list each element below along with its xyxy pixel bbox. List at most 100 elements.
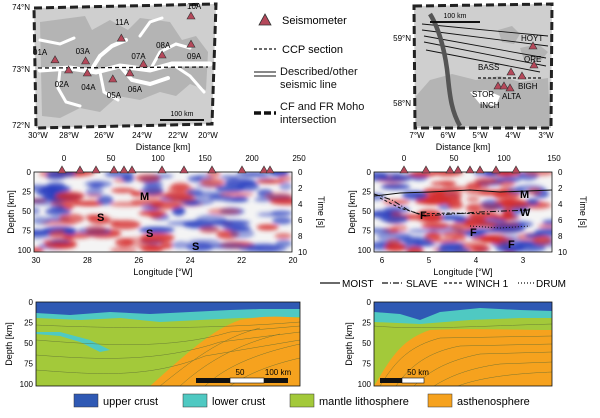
legend-upper-crust-label: upper crust xyxy=(103,396,158,408)
section-left-blob-49 xyxy=(212,242,245,250)
legend-bottom: upper crust lower crust mantle lithosphe… xyxy=(73,393,530,408)
section-right-stations xyxy=(399,165,521,174)
model-right-depth-tick-3: 75 xyxy=(362,360,371,369)
section-left-blob-108 xyxy=(150,200,181,210)
section-left-blob-114 xyxy=(170,182,190,191)
legend-mantle-swatch xyxy=(289,393,315,408)
model-left-depth-tick-2: 50 xyxy=(24,339,33,348)
section-left-blob-92 xyxy=(238,244,263,252)
section-left-blob-132 xyxy=(207,208,241,215)
section-right-blob-66 xyxy=(491,177,521,183)
section-left-blob-129 xyxy=(84,180,113,188)
legend-described-box: Described/other seismic line xyxy=(280,66,358,91)
section-right-blob-132 xyxy=(435,190,463,200)
section-left-blob-107 xyxy=(166,220,201,226)
legend-moist-label: MOIST xyxy=(342,279,374,290)
section-left-station-8 xyxy=(207,165,217,174)
station-09a-icon xyxy=(186,39,196,48)
station-07a-label: 07A xyxy=(131,52,146,61)
model-left-frame xyxy=(35,301,301,387)
section-left-station-1 xyxy=(75,165,85,174)
section-left-blob-133 xyxy=(44,242,77,249)
section-left-lon-tick-4: 22 xyxy=(237,256,246,265)
section-right-blob-130 xyxy=(447,201,464,210)
section-left-blob-137 xyxy=(230,228,255,239)
map-right-firth xyxy=(470,90,500,106)
section-right-blob-139 xyxy=(374,211,391,218)
section-left-time-tick-0: 0 xyxy=(298,168,303,177)
legend-lower-crust-swatch xyxy=(182,393,208,408)
section-left-distance-tick-2: 100 xyxy=(151,154,165,163)
model-left-scale-black-2 xyxy=(264,378,288,383)
section-left-blob-93 xyxy=(257,212,281,217)
lat-label-73: 73°N xyxy=(12,65,30,74)
section-left-distance-tick-4: 200 xyxy=(245,154,259,163)
section-right-blob-142 xyxy=(374,228,391,234)
section-left-blob-135 xyxy=(63,229,77,235)
section-left-blob-54 xyxy=(34,207,40,215)
section-left-time-tick-4: 8 xyxy=(298,232,303,241)
legend-seismometer-icon xyxy=(258,13,272,26)
station-ore-label: ORE xyxy=(524,55,541,64)
model-left-depth-label: Depth [km] xyxy=(4,322,14,366)
section-right-station-2 xyxy=(445,165,455,174)
section-left-blob-74 xyxy=(34,247,44,252)
section-left-distance-ticks: 0 50 100 150 200 250 xyxy=(62,154,306,163)
section-right-lon-label: Longitude [°W] xyxy=(433,267,492,277)
section-right-time-tick-4: 8 xyxy=(558,232,563,241)
section-left-distance-tick-0: 0 xyxy=(62,154,67,163)
model-left-scale-label-100: 100 km xyxy=(265,368,292,377)
section-left-blob-105 xyxy=(109,201,143,207)
section-right-distance-tick-0: 0 xyxy=(402,154,407,163)
section-left-blob-111 xyxy=(170,196,197,203)
legend-asthenosphere-label: asthenosphere xyxy=(457,396,530,408)
section-left-blob-51 xyxy=(110,246,137,252)
model-right: Depth [km] 0 25 50 75 100 50 km xyxy=(344,298,553,389)
station-05a-label: 05A xyxy=(107,91,122,100)
section-right-blobs xyxy=(374,172,552,252)
section-right-distance-label: Distance [km] xyxy=(436,142,491,152)
section-left-blob-70 xyxy=(274,233,292,239)
section-right-blob-98 xyxy=(374,172,388,181)
section-left-blob-103 xyxy=(223,197,239,203)
station-alta-label: ALTA xyxy=(502,92,521,101)
section-left-depth-ticks: 0 25 50 75 100 xyxy=(18,168,32,255)
section-right-blob-73 xyxy=(470,245,491,252)
station-01a-icon xyxy=(50,55,60,64)
section-right-blob-147 xyxy=(474,177,499,185)
section-right-blob-106 xyxy=(426,231,443,238)
legend-upper-crust-swatch xyxy=(73,393,99,408)
station-07a-icon xyxy=(138,59,148,68)
section-right-blob-145 xyxy=(532,235,552,246)
section-left-station-5 xyxy=(127,165,137,174)
model-left-contours xyxy=(36,321,300,386)
station-02a-icon xyxy=(64,65,74,74)
section-right-depth-tick-2: 50 xyxy=(362,207,371,216)
legend-described-label: Described/other seismic line xyxy=(280,66,358,91)
model-right-scale-black xyxy=(380,378,402,383)
section-right-blob-126 xyxy=(496,215,520,220)
annotation-s-left-3: S xyxy=(192,241,199,253)
legend-winch-label: WINCH 1 xyxy=(466,279,509,290)
lon-label-22: 22°W xyxy=(168,131,188,140)
section-left-blob-57 xyxy=(171,241,191,249)
section-right-station-6 xyxy=(491,165,501,174)
model-left-asthenosphere xyxy=(150,316,300,386)
model-right-depth-tick-2: 50 xyxy=(362,339,371,348)
section-left-depth-tick-4: 100 xyxy=(18,246,32,255)
section-left-time-tick-1: 2 xyxy=(298,184,303,193)
legend-top: Seismometer CCP section Described/other … xyxy=(254,13,364,126)
station-04a-icon xyxy=(82,68,92,77)
model-left-scale-white xyxy=(229,377,265,384)
section-right-blob-78 xyxy=(436,238,458,244)
model-left-upper-crust xyxy=(36,302,300,315)
legend-mantle-label: mantle lithosphere xyxy=(319,396,409,408)
section-right-blob-51 xyxy=(410,172,438,177)
section-left-station-11 xyxy=(265,165,275,174)
section-right-station-0 xyxy=(399,165,409,174)
section-left-depth-tick-1: 25 xyxy=(22,188,31,197)
section-right-time-tick-3: 6 xyxy=(558,216,563,225)
section-left-blob-116 xyxy=(186,188,203,196)
section-right-blob-127 xyxy=(386,238,401,246)
model-left-depth-tick-0: 0 xyxy=(29,298,34,307)
